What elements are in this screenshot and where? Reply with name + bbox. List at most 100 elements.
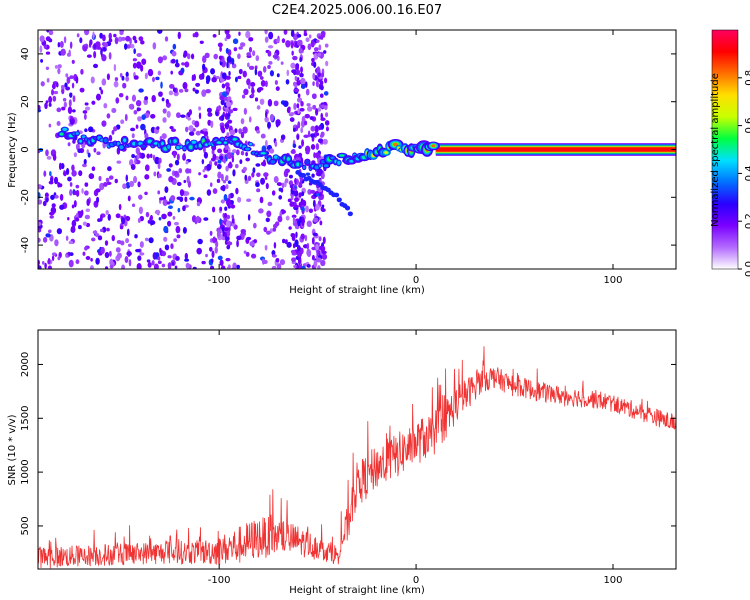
noise-blob	[298, 152, 303, 158]
noise-blob	[99, 228, 104, 233]
noise-blob	[45, 233, 51, 238]
noise-blob	[255, 163, 261, 167]
noise-blob	[93, 43, 97, 50]
noise-blob	[247, 62, 250, 68]
noise-blob	[59, 40, 64, 48]
noise-blob	[42, 200, 47, 207]
noise-blob	[318, 124, 322, 131]
noise-blob	[194, 120, 200, 128]
noise-blob	[125, 237, 130, 244]
noise-blob	[224, 206, 228, 211]
noise-blob	[111, 235, 115, 242]
noise-blob	[80, 209, 84, 216]
noise-blob	[225, 47, 229, 54]
noise-blob	[99, 182, 105, 191]
spectrogram-x-tick-label: 100	[603, 275, 622, 286]
noise-blob	[75, 259, 80, 265]
noise-blob	[301, 265, 306, 269]
branch-blob	[336, 197, 342, 203]
noise-blob	[161, 97, 165, 102]
noise-blob	[226, 61, 229, 69]
noise-blob	[309, 116, 314, 121]
noise-blob	[293, 88, 300, 93]
ridge-blob	[330, 156, 335, 160]
snr-y-tick-label: 1000	[20, 459, 31, 484]
noise-blob	[324, 43, 329, 48]
noise-blob	[97, 235, 103, 241]
noise-blob	[291, 235, 296, 242]
noise-blob	[266, 230, 271, 235]
noise-blob	[144, 191, 148, 196]
noise-blob	[266, 210, 272, 218]
noise-blob	[46, 30, 50, 33]
noise-blob	[168, 90, 174, 96]
ridge-blob	[302, 165, 306, 170]
noise-blob	[273, 100, 279, 107]
noise-blob	[320, 104, 326, 109]
noise-blob	[284, 239, 288, 245]
noise-blob	[310, 133, 316, 138]
noise-blob	[315, 143, 320, 151]
noise-blob	[316, 66, 321, 74]
noise-blob	[51, 89, 55, 96]
noise-blob	[173, 221, 179, 226]
noise-blob	[280, 134, 286, 141]
noise-blob	[132, 62, 137, 69]
noise-blob	[95, 93, 102, 101]
noise-blob	[158, 157, 162, 164]
noise-blob	[91, 100, 96, 105]
ridge-blob	[183, 146, 186, 151]
noise-blob	[296, 33, 302, 38]
ridge-blob	[273, 155, 278, 159]
noise-blob	[144, 96, 149, 101]
noise-blob	[99, 32, 103, 39]
noise-blob	[237, 53, 241, 60]
noise-blob	[164, 36, 169, 42]
noise-blob	[307, 43, 312, 51]
chart-title: C2E4.2025.006.00.16.E07	[272, 3, 442, 18]
noise-blob	[285, 40, 291, 48]
noise-blob	[313, 259, 318, 268]
noise-blob	[300, 77, 306, 85]
ridge-blob	[323, 164, 329, 168]
noise-blob	[225, 75, 231, 80]
colorbar-ticks: 0.0 0.2 0.4 0.6 0.8	[738, 70, 750, 277]
noise-blob	[265, 111, 268, 118]
noise-blob	[201, 260, 206, 265]
noise-blob	[258, 208, 264, 214]
noise-blob	[300, 100, 304, 107]
noise-blob	[84, 190, 89, 196]
snr-x-tick-label: 100	[603, 575, 622, 586]
noise-blob	[87, 152, 91, 158]
ridge-blob	[191, 140, 197, 144]
noise-blob	[313, 61, 317, 68]
noise-blob	[137, 116, 142, 122]
noise-blob	[38, 221, 42, 227]
noise-blob	[95, 188, 101, 193]
noise-blob	[144, 72, 148, 80]
noise-blob	[209, 182, 213, 188]
noise-blob	[49, 215, 54, 219]
noise-blob	[212, 188, 218, 195]
noise-blob	[180, 67, 185, 74]
noise-blob	[271, 190, 276, 196]
ridge-blob	[75, 132, 79, 135]
noise-blob	[310, 125, 316, 132]
noise-blob	[167, 205, 173, 210]
snr-y-ticks: 500 1000 1500 2000	[20, 352, 676, 535]
noise-blob	[195, 130, 201, 136]
noise-blob	[153, 171, 157, 177]
noise-blob	[217, 255, 223, 261]
noise-blob	[294, 75, 298, 81]
noise-blob	[265, 217, 270, 223]
noise-blob	[294, 177, 297, 185]
noise-blob	[245, 251, 250, 257]
noise-blob	[118, 92, 124, 98]
spectrogram-x-label: Height of straight line (km)	[289, 285, 425, 296]
noise-blob	[136, 107, 140, 112]
noise-blob	[224, 82, 230, 88]
noise-blob	[124, 113, 128, 122]
noise-blob	[297, 244, 301, 253]
noise-blob	[173, 150, 176, 159]
noise-blob	[113, 80, 119, 88]
